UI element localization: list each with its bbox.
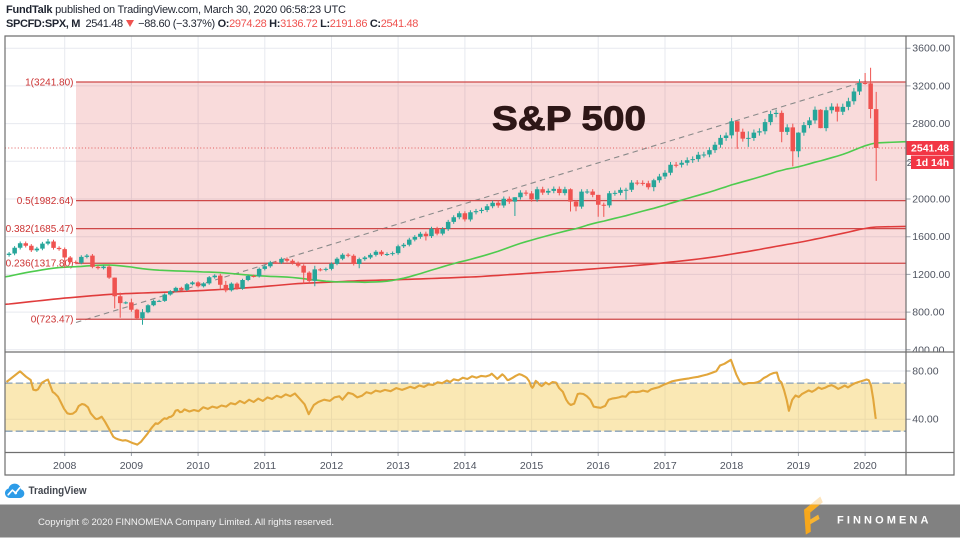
svg-text:2800.00: 2800.00 xyxy=(912,118,950,130)
svg-text:2018: 2018 xyxy=(720,460,744,472)
svg-text:0.236(1317.80): 0.236(1317.80) xyxy=(6,259,74,270)
svg-text:2012: 2012 xyxy=(320,460,344,472)
svg-text:2000.00: 2000.00 xyxy=(912,194,950,206)
svg-text:1600.00: 1600.00 xyxy=(912,231,950,243)
svg-text:0.382(1685.47): 0.382(1685.47) xyxy=(6,224,74,235)
svg-text:1200.00: 1200.00 xyxy=(912,269,950,281)
svg-text:FINNOMENA: FINNOMENA xyxy=(837,515,932,527)
svg-text:0(723.47): 0(723.47) xyxy=(31,315,74,326)
svg-text:3600.00: 3600.00 xyxy=(912,43,950,55)
svg-text:800.00: 800.00 xyxy=(912,307,944,319)
svg-text:2016: 2016 xyxy=(587,460,611,472)
svg-text:2017: 2017 xyxy=(653,460,677,472)
svg-text:2015: 2015 xyxy=(520,460,544,472)
svg-text:2: 2 xyxy=(907,157,913,169)
svg-text:1d 14h: 1d 14h xyxy=(916,157,949,169)
svg-text:2010: 2010 xyxy=(186,460,210,472)
svg-text:1(3241.80): 1(3241.80) xyxy=(25,77,73,88)
svg-text:2013: 2013 xyxy=(386,460,410,472)
svg-text:Copyright © 2020 FINNOMENA Com: Copyright © 2020 FINNOMENA Company Limit… xyxy=(38,517,334,528)
svg-text:40.00: 40.00 xyxy=(912,414,938,426)
svg-text:2009: 2009 xyxy=(120,460,144,472)
svg-text:TradingView: TradingView xyxy=(29,485,87,497)
svg-text:2014: 2014 xyxy=(453,460,477,472)
svg-text:80.00: 80.00 xyxy=(912,366,938,378)
svg-text:3200.00: 3200.00 xyxy=(912,80,950,92)
svg-text:2541.48: 2541.48 xyxy=(911,143,949,155)
svg-text:2008: 2008 xyxy=(53,460,77,472)
svg-text:0.5(1982.64): 0.5(1982.64) xyxy=(17,196,74,207)
svg-text:S&P 500: S&P 500 xyxy=(492,100,646,138)
svg-text:2020: 2020 xyxy=(853,460,877,472)
svg-text:2019: 2019 xyxy=(787,460,811,472)
svg-text:2011: 2011 xyxy=(254,460,277,472)
